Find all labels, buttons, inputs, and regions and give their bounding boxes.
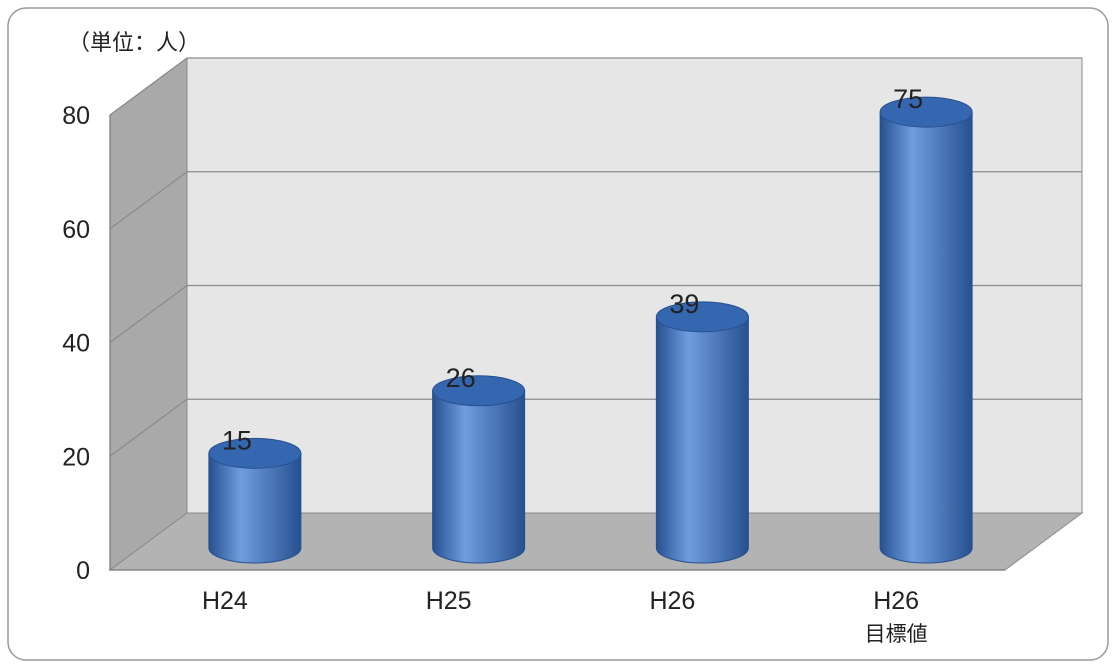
data-label: 26 (446, 363, 476, 393)
bar (432, 375, 526, 564)
y-tick-label: 60 (62, 216, 90, 244)
bar-body (432, 390, 526, 564)
data-label: 75 (893, 84, 923, 114)
gridline (109, 398, 1082, 457)
y-tick-label: 20 (62, 443, 90, 471)
bar (208, 437, 302, 564)
bar-top (432, 375, 526, 407)
bar-body (208, 452, 302, 564)
bar-top (655, 301, 749, 333)
bar (879, 96, 973, 564)
bar-top (879, 96, 973, 128)
gridline (109, 171, 1082, 230)
bar-body (655, 316, 749, 564)
data-label: 39 (669, 289, 699, 319)
x-tick-label: H26 (649, 587, 695, 615)
x-tick-label: H24 (202, 587, 248, 615)
gridline (109, 57, 1082, 116)
bar-body (879, 111, 973, 564)
y-tick-label: 80 (62, 102, 90, 130)
unit-label: （単位：人） (68, 30, 200, 55)
y-tick-label: 0 (76, 557, 90, 585)
y-tick-label: 40 (62, 330, 90, 358)
gridline (109, 284, 1082, 344)
x-tick-label: H25 (426, 587, 472, 615)
bar (655, 301, 749, 564)
data-label: 15 (222, 425, 252, 455)
x-tick-label: H26 (873, 587, 919, 615)
x-tick-label: 目標値 (865, 623, 928, 646)
bar-top (208, 437, 302, 469)
